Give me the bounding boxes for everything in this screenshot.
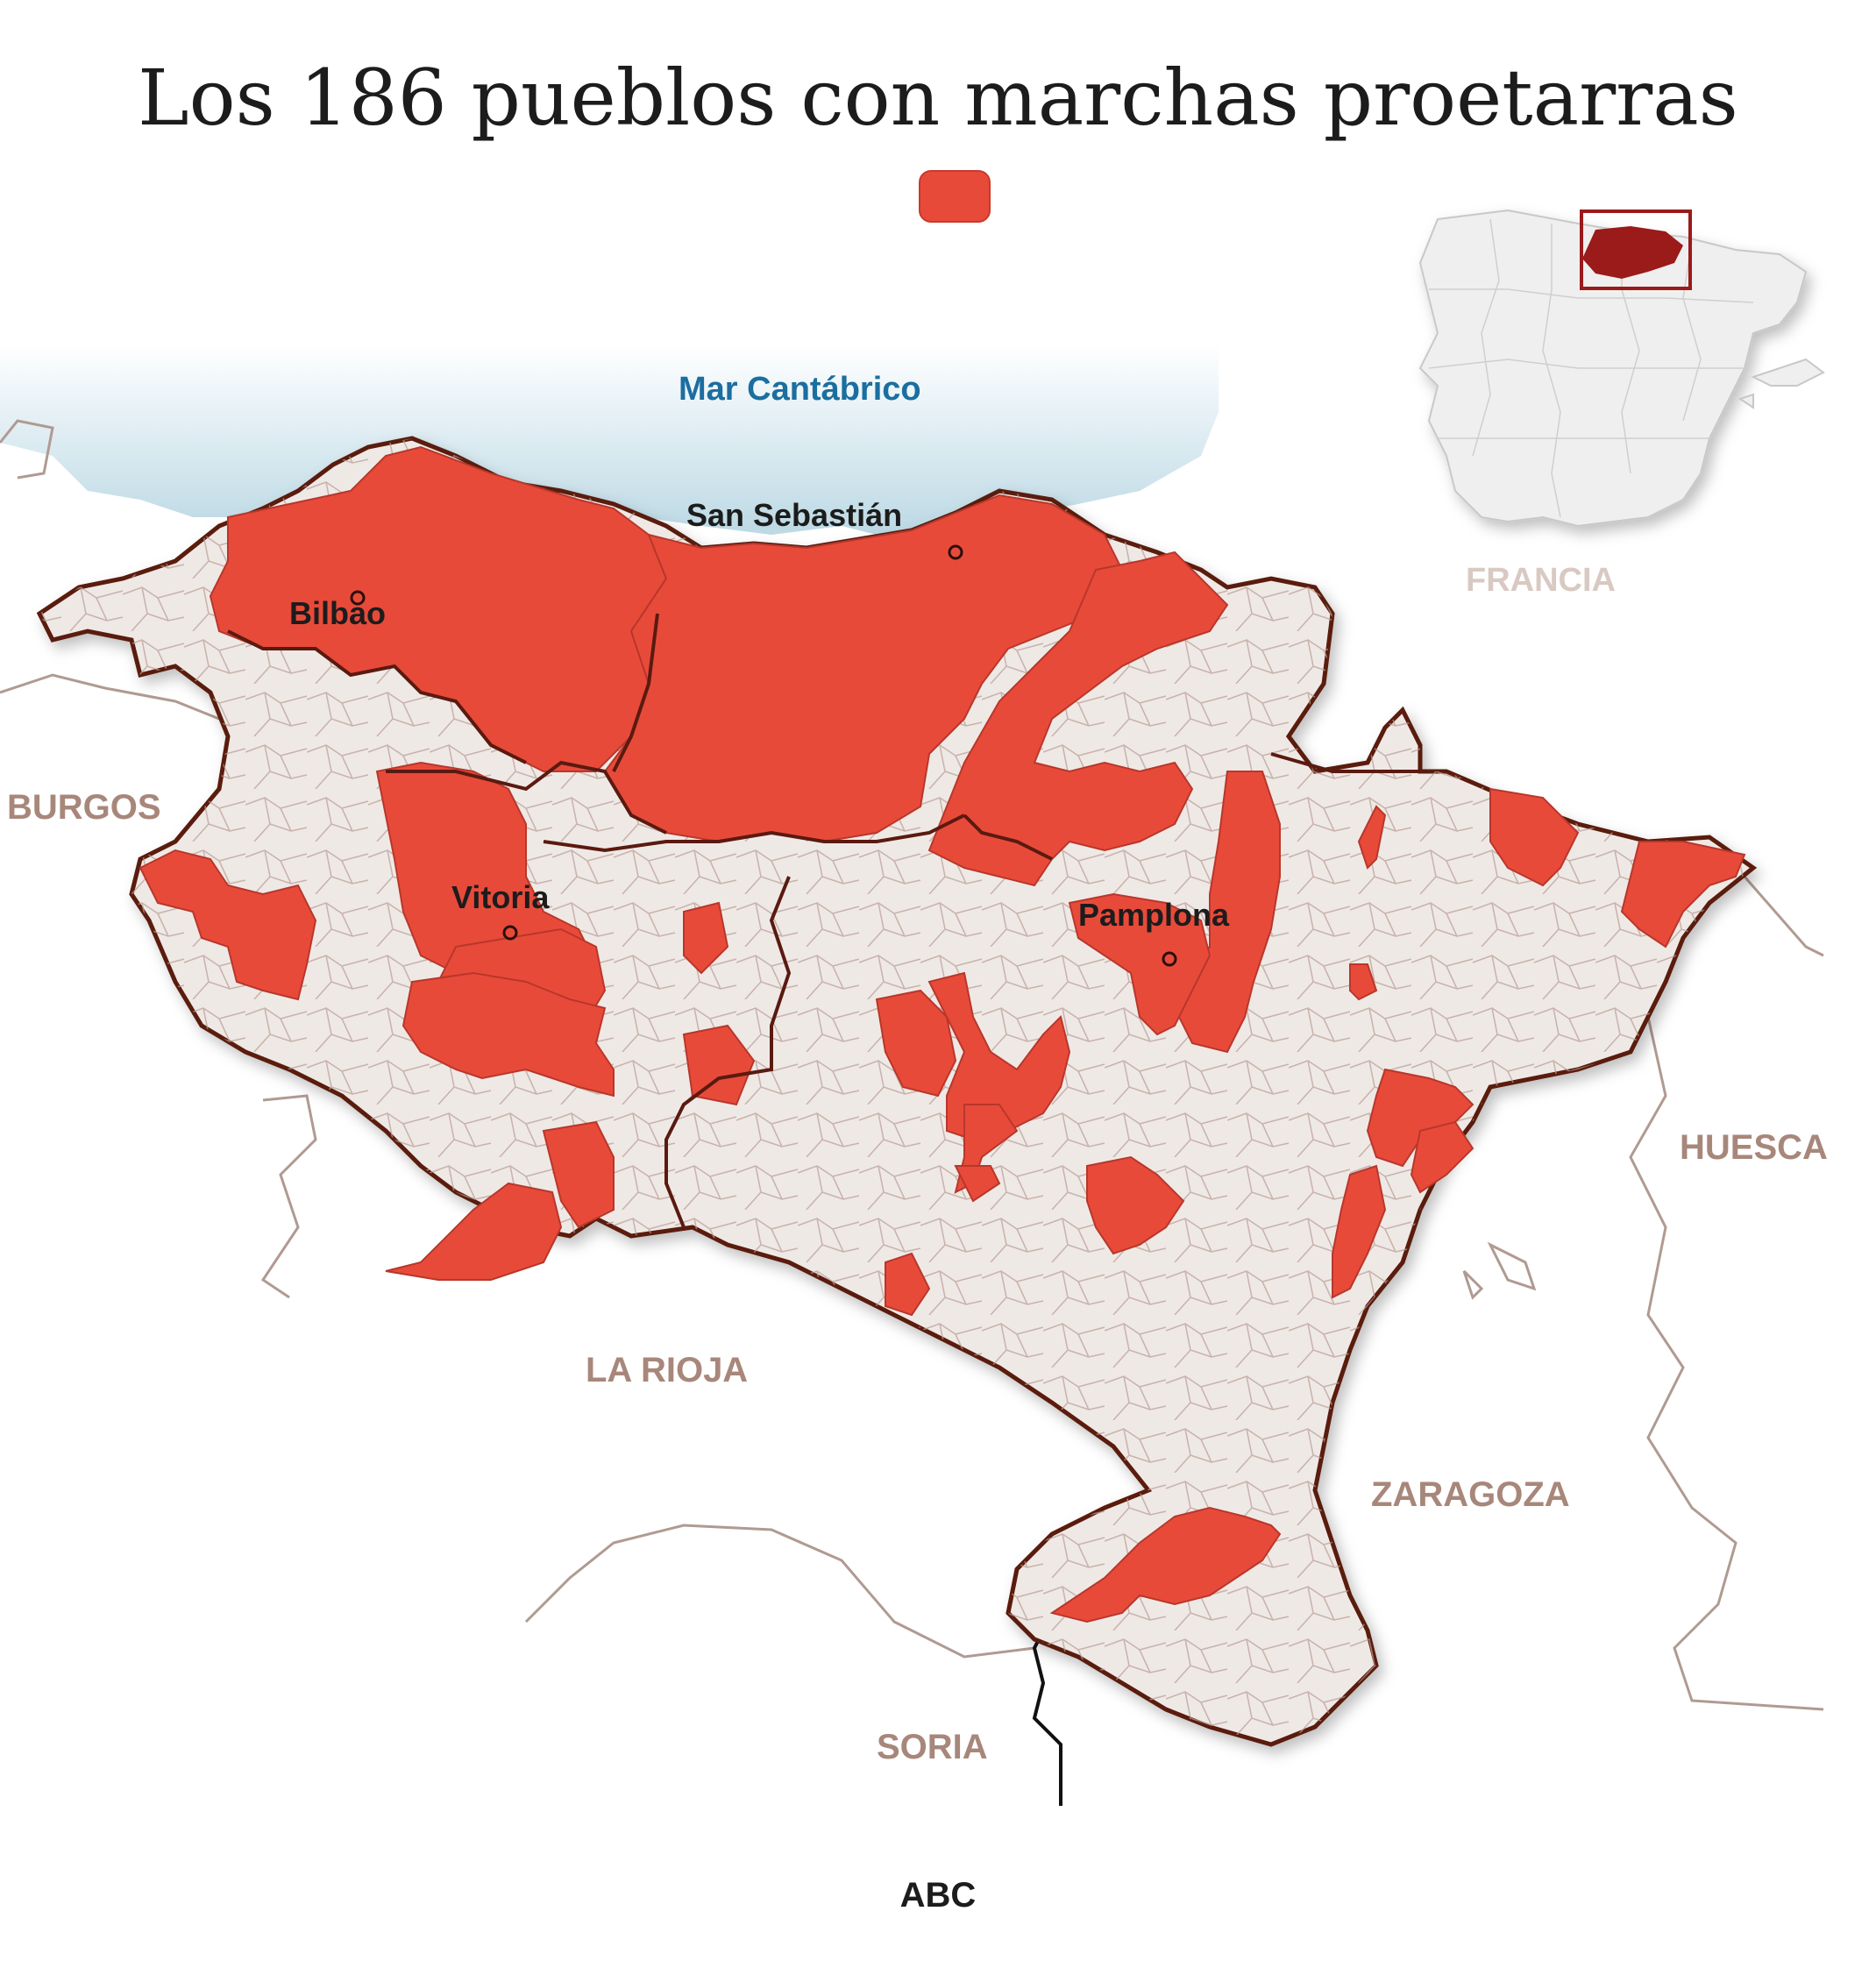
border-segment-soria — [1032, 1621, 1062, 1806]
inset-map-spain — [1418, 209, 1825, 528]
sea-label: Mar Cantábrico — [679, 371, 921, 408]
inset-locator-box — [1580, 210, 1692, 290]
neighbor-label-burgos: BURGOS — [7, 788, 161, 827]
city-dot-san-sebastian — [948, 544, 963, 560]
neighbor-label-la-rioja: LA RIOJA — [586, 1351, 748, 1389]
inset-islands — [1737, 358, 1825, 409]
neighbor-boundaries — [0, 419, 1824, 1711]
city-dot-pamplona — [1162, 951, 1177, 967]
city-markers — [350, 544, 1177, 967]
city-dot-vitoria — [502, 925, 518, 941]
city-label-pamplona: Pamplona — [1078, 897, 1230, 933]
neighbor-label-zaragoza: ZARAGOZA — [1371, 1475, 1570, 1514]
page-title: Los 186 pueblos con marchas proetarras — [138, 53, 1738, 143]
municipal-boundaries — [39, 438, 1753, 1744]
city-label-vitoria: Vitoria — [451, 879, 550, 915]
source-credit: ABC — [899, 1876, 977, 1915]
city-dot-bilbao — [350, 590, 366, 606]
city-label-bilbao: Bilbao — [289, 595, 386, 631]
inset-highlight-region — [1582, 226, 1683, 279]
neighbor-label-france: FRANCIA — [1466, 562, 1616, 599]
city-label-san-sebastian: San Sebastián — [686, 497, 902, 533]
neighbor-label-huesca: HUESCA — [1680, 1128, 1828, 1167]
province-borders — [227, 613, 1420, 1228]
neighbor-label-soria: SORIA — [877, 1728, 988, 1766]
legend-swatch-marches — [919, 170, 991, 223]
